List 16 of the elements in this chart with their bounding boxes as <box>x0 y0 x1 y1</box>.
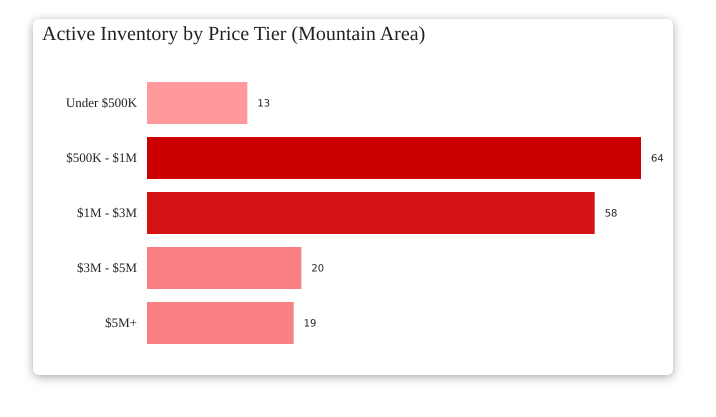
y-tick-label: $5M+ <box>105 315 137 330</box>
data-label: 64 <box>651 154 664 165</box>
y-tick-label: $3M - $5M <box>77 260 138 276</box>
data-label: 13 <box>257 98 270 110</box>
bar <box>147 247 302 289</box>
bar <box>147 82 248 124</box>
bar <box>147 302 294 344</box>
chart-title: Active Inventory by Price Tier (Mountain Area) <box>42 23 426 46</box>
data-label: 19 <box>304 318 316 330</box>
y-tick-label: $1M - $3M <box>77 205 138 220</box>
y-tick-label: $500K - $1M <box>66 150 138 166</box>
data-label: 58 <box>604 208 618 220</box>
bar <box>147 192 595 234</box>
y-tick-label: Under $500K <box>66 95 138 110</box>
bar <box>147 137 641 179</box>
data-label: 20 <box>311 264 324 275</box>
